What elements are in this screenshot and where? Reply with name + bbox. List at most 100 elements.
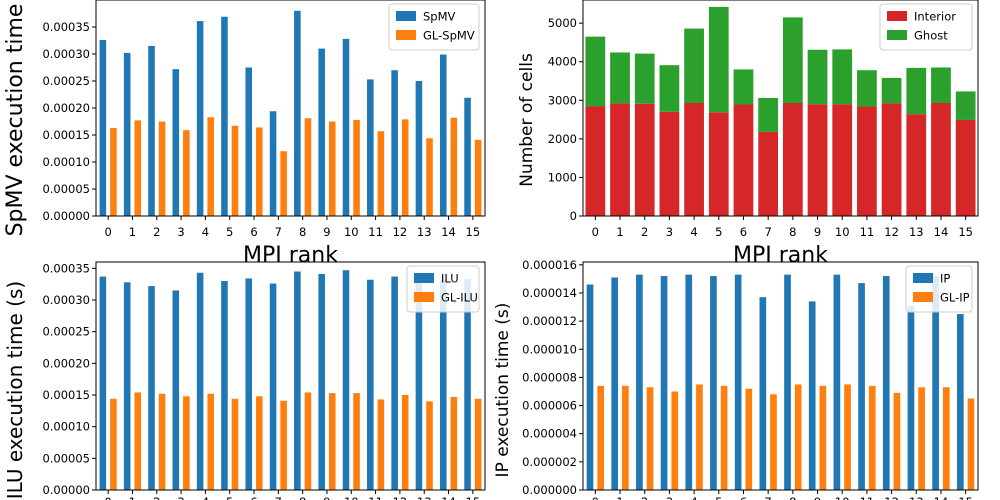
- xtick-label-cells-3: 3: [666, 225, 673, 239]
- ytick-label-ilu-6: 0.00030: [42, 293, 90, 307]
- bar-gl-spmv-8: [304, 118, 312, 216]
- bar-interior-14: [931, 102, 951, 216]
- legend-swatch-interior: [887, 11, 907, 21]
- bar-gl-spmv-13: [426, 138, 433, 216]
- xtick-label-ilu-5: 5: [226, 495, 233, 500]
- ytick-label-ilu-5: 0.00025: [42, 325, 90, 339]
- chart-spmv: 0.00000 0.00005 0.00010 0.00015 0.00020 0.000…: [3, 0, 486, 268]
- bar-interior-0: [585, 106, 606, 216]
- xtick-label-ip-8: 8: [789, 495, 796, 500]
- xtick-label-ilu-4: 4: [202, 495, 209, 500]
- bar-gl-spmv-0: [110, 127, 117, 216]
- bar-spmv-10: [342, 38, 350, 216]
- bar-gl-ilu-13: [426, 401, 433, 490]
- ytick-label-ilu-3: 0.00015: [42, 388, 90, 402]
- bar-gl-ip-14: [942, 387, 950, 490]
- bar-ghost-1: [610, 52, 630, 104]
- xtick-label-ip-4: 4: [690, 495, 697, 500]
- bar-ghost-3: [659, 65, 680, 112]
- bars-spmv: [99, 10, 482, 217]
- bar-ilu-2: [148, 286, 155, 490]
- ytick-label-spmv-0: 0.00000: [42, 209, 90, 223]
- ytick-label-spmv-4: 0.00020: [42, 101, 90, 115]
- bar-ghost-13: [906, 67, 927, 115]
- xtick-label-cells-12: 12: [884, 225, 899, 239]
- axes-frame-ilu: [95, 261, 486, 491]
- xtick-label-ip-1: 1: [616, 495, 623, 500]
- bar-ip-4: [685, 274, 693, 490]
- ytick-label-cells-3: 3000: [548, 93, 577, 107]
- legend-swatch-spmv: [396, 11, 416, 21]
- xtick-label-cells-6: 6: [740, 225, 747, 239]
- legend-label-gl-ilu: GL-ILU: [441, 291, 478, 305]
- ytick-label-cells-1: 1000: [548, 170, 577, 184]
- legend-label-ilu: ILU: [441, 272, 459, 286]
- bar-gl-ip-13: [918, 387, 925, 490]
- bar-gl-spmv-3: [183, 130, 190, 216]
- bar-ilu-12: [391, 276, 398, 490]
- bars-ilu: [99, 270, 482, 490]
- xtick-label-cells-14: 14: [934, 225, 949, 239]
- legend-swatch-ip: [913, 273, 933, 283]
- bar-ghost-7: [758, 97, 779, 132]
- bar-gl-spmv-14: [450, 117, 458, 216]
- bar-gl-ilu-14: [450, 396, 458, 490]
- legend-box-ip: [905, 265, 973, 313]
- ytick-label-ip-1: 0.000002: [522, 455, 577, 469]
- ytick-label-ilu-1: 0.00005: [42, 451, 90, 465]
- bar-gl-spmv-5: [231, 125, 239, 216]
- axes-frame-cells: [582, 0, 979, 217]
- xtick-label-ilu-15: 15: [466, 495, 481, 500]
- bar-ghost-15: [955, 91, 976, 120]
- bar-ghost-5: [708, 6, 729, 113]
- xtick-label-cells-2: 2: [641, 225, 648, 239]
- ytick-label-ilu-0: 0.00000: [42, 483, 90, 497]
- xtick-label-spmv-12: 12: [393, 225, 408, 239]
- xtick-label-ip-2: 2: [641, 495, 648, 500]
- legend-spmv: SpMV GL-SpMV: [388, 3, 480, 51]
- xtick-label-cells-1: 1: [616, 225, 623, 239]
- bar-spmv-9: [318, 48, 325, 216]
- xtick-label-spmv-3: 3: [177, 225, 184, 239]
- bar-ghost-10: [832, 49, 853, 105]
- bar-spmv-14: [439, 54, 447, 216]
- ytick-label-ip-0: 0.000000: [522, 483, 577, 497]
- bar-interior-6: [733, 104, 754, 216]
- xtick-label-ilu-9: 9: [323, 495, 330, 500]
- bar-gl-ilu-10: [353, 393, 360, 490]
- ytick-label-ilu-4: 0.00020: [42, 356, 90, 370]
- bar-ip-9: [808, 301, 816, 490]
- bar-gl-spmv-10: [353, 119, 360, 216]
- bar-spmv-3: [172, 69, 180, 217]
- xtick-label-spmv-2: 2: [153, 225, 160, 239]
- ytick-label-ip-6: 0.000012: [522, 314, 577, 328]
- bar-interior-11: [857, 106, 877, 216]
- xlabel-cells: MPI rank: [733, 243, 828, 268]
- ytick-label-cells-4: 4000: [548, 55, 577, 69]
- xtick-label-spmv-1: 1: [129, 225, 136, 239]
- bar-gl-ip-10: [844, 384, 851, 490]
- bar-ip-3: [660, 276, 668, 490]
- bar-gl-ilu-5: [231, 398, 239, 490]
- bar-spmv-12: [391, 70, 398, 216]
- bar-ilu-11: [367, 279, 374, 490]
- bar-ghost-2: [634, 53, 655, 104]
- bar-gl-spmv-9: [328, 121, 336, 216]
- bar-ip-12: [882, 276, 890, 490]
- ytick-label-spmv-6: 0.00030: [42, 47, 90, 61]
- bar-ilu-1: [123, 282, 131, 490]
- xtick-label-ilu-6: 6: [250, 495, 257, 500]
- xtick-label-ilu-0: 0: [104, 495, 111, 500]
- bar-ip-6: [734, 274, 742, 490]
- bar-ghost-9: [807, 49, 828, 105]
- ytick-label-ip-8: 0.000016: [522, 258, 577, 272]
- bar-gl-ilu-7: [280, 400, 287, 490]
- bar-interior-7: [758, 131, 779, 216]
- chart-ilu: 0.00000 0.00005 0.00010 0.00015 0.00020 0.000…: [3, 261, 486, 500]
- xtick-label-cells-5: 5: [715, 225, 722, 239]
- legend-swatch-gl-spmv: [396, 30, 416, 40]
- bar-interior-15: [955, 119, 976, 216]
- bar-gl-ip-0: [597, 385, 605, 490]
- xtick-label-cells-7: 7: [764, 225, 771, 239]
- bar-interior-4: [684, 102, 704, 216]
